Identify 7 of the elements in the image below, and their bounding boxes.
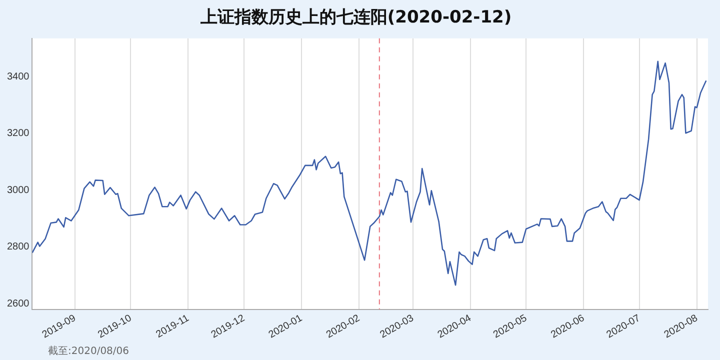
chart-title: 上证指数历史上的七连阳(2020-02-12): [199, 8, 512, 28]
y-tick-label: 2600: [6, 298, 30, 310]
y-tick-label: 3000: [6, 184, 30, 196]
text: 截至:2020/08/06: [48, 344, 130, 358]
y-tick-label: 2800: [6, 242, 30, 253]
y-tick-label: 3400: [6, 71, 30, 82]
y-tick-label: 3200: [6, 128, 30, 140]
